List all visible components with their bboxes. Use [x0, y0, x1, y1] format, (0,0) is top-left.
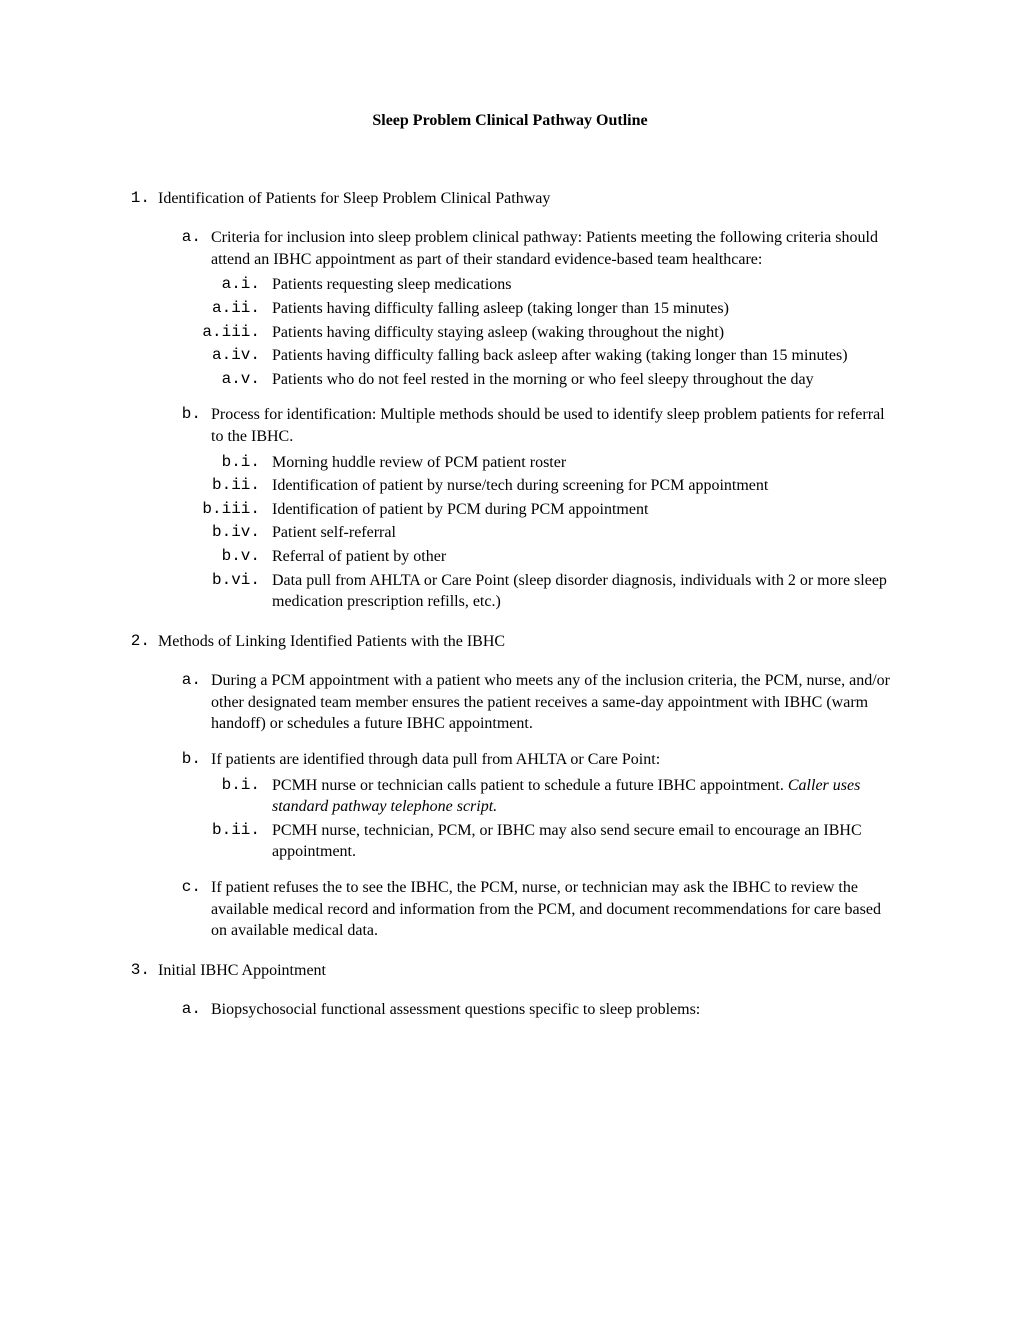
item-1a-i-num: a.i. — [180, 274, 272, 296]
section-3: 3. Initial IBHC Appointment — [120, 960, 900, 982]
item-1b-vi: b.vi. Data pull from AHLTA or Care Point… — [180, 570, 900, 613]
section-3-text: Initial IBHC Appointment — [158, 960, 900, 982]
item-1a: a. Criteria for inclusion into sleep pro… — [175, 227, 900, 270]
item-1b-vi-num: b.vi. — [180, 570, 272, 613]
section-1-text: Identification of Patients for Sleep Pro… — [158, 188, 900, 210]
item-1b-iv-num: b.iv. — [180, 522, 272, 544]
item-2b-i: b.i. PCMH nurse or technician calls pati… — [180, 775, 900, 818]
item-1a-ii: a.ii. Patients having difficulty falling… — [180, 298, 900, 320]
item-1b-i-text: Morning huddle review of PCM patient ros… — [272, 452, 900, 474]
item-1b-num: b. — [175, 404, 211, 447]
item-3a: a. Biopsychosocial functional assessment… — [175, 999, 900, 1021]
item-3a-num: a. — [175, 999, 211, 1021]
item-1b-v-num: b.v. — [180, 546, 272, 568]
item-1b-iii-num: b.iii. — [180, 499, 272, 521]
item-1a-v-num: a.v. — [180, 369, 272, 391]
item-1a-iv-num: a.iv. — [180, 345, 272, 367]
item-2b-ii-num: b.ii. — [180, 820, 272, 863]
item-1a-iii-num: a.iii. — [180, 322, 272, 344]
item-1a-iii-text: Patients having difficulty staying aslee… — [272, 322, 900, 344]
item-1a-iii: a.iii. Patients having difficulty stayin… — [180, 322, 900, 344]
item-2b-ii: b.ii. PCMH nurse, technician, PCM, or IB… — [180, 820, 900, 863]
item-2b-i-num: b.i. — [180, 775, 272, 818]
item-1b-v: b.v. Referral of patient by other — [180, 546, 900, 568]
item-1a-iv: a.iv. Patients having difficulty falling… — [180, 345, 900, 367]
item-2b-ii-text: PCMH nurse, technician, PCM, or IBHC may… — [272, 820, 900, 863]
item-2a-num: a. — [175, 670, 211, 735]
item-2b-i-text-a: PCMH nurse or technician calls patient t… — [272, 777, 788, 794]
section-1-num: 1. — [120, 188, 158, 210]
section-2-num: 2. — [120, 631, 158, 653]
item-1a-i: a.i. Patients requesting sleep medicatio… — [180, 274, 900, 296]
item-2c-text: If patient refuses the to see the IBHC, … — [211, 877, 900, 942]
item-1b-ii: b.ii. Identification of patient by nurse… — [180, 475, 900, 497]
item-1b-ii-num: b.ii. — [180, 475, 272, 497]
item-1a-i-text: Patients requesting sleep medications — [272, 274, 900, 296]
item-2b: b. If patients are identified through da… — [175, 749, 900, 771]
item-2c: c. If patient refuses the to see the IBH… — [175, 877, 900, 942]
item-1b-iv-text: Patient self-referral — [272, 522, 900, 544]
item-2a-text: During a PCM appointment with a patient … — [211, 670, 900, 735]
section-2-text: Methods of Linking Identified Patients w… — [158, 631, 900, 653]
document-title: Sleep Problem Clinical Pathway Outline — [120, 110, 900, 132]
item-1a-iv-text: Patients having difficulty falling back … — [272, 345, 900, 367]
item-1b-i-num: b.i. — [180, 452, 272, 474]
item-2b-num: b. — [175, 749, 211, 771]
item-2a: a. During a PCM appointment with a patie… — [175, 670, 900, 735]
item-1b-vi-text: Data pull from AHLTA or Care Point (slee… — [272, 570, 900, 613]
item-1b-v-text: Referral of patient by other — [272, 546, 900, 568]
section-3-num: 3. — [120, 960, 158, 982]
item-1b-text: Process for identification: Multiple met… — [211, 404, 900, 447]
item-3a-text: Biopsychosocial functional assessment qu… — [211, 999, 900, 1021]
section-2: 2. Methods of Linking Identified Patient… — [120, 631, 900, 653]
section-1: 1. Identification of Patients for Sleep … — [120, 188, 900, 210]
item-2c-num: c. — [175, 877, 211, 942]
item-1a-v: a.v. Patients who do not feel rested in … — [180, 369, 900, 391]
item-2b-text: If patients are identified through data … — [211, 749, 900, 771]
item-1b-iii: b.iii. Identification of patient by PCM … — [180, 499, 900, 521]
item-1a-ii-num: a.ii. — [180, 298, 272, 320]
document-page: Sleep Problem Clinical Pathway Outline 1… — [0, 0, 1020, 1320]
item-1b: b. Process for identification: Multiple … — [175, 404, 900, 447]
item-1a-text: Criteria for inclusion into sleep proble… — [211, 227, 900, 270]
item-1a-ii-text: Patients having difficulty falling aslee… — [272, 298, 900, 320]
item-1b-i: b.i. Morning huddle review of PCM patien… — [180, 452, 900, 474]
item-1b-iii-text: Identification of patient by PCM during … — [272, 499, 900, 521]
item-2b-i-text: PCMH nurse or technician calls patient t… — [272, 775, 900, 818]
item-1a-v-text: Patients who do not feel rested in the m… — [272, 369, 900, 391]
item-1a-num: a. — [175, 227, 211, 270]
item-1b-ii-text: Identification of patient by nurse/tech … — [272, 475, 900, 497]
item-1b-iv: b.iv. Patient self-referral — [180, 522, 900, 544]
